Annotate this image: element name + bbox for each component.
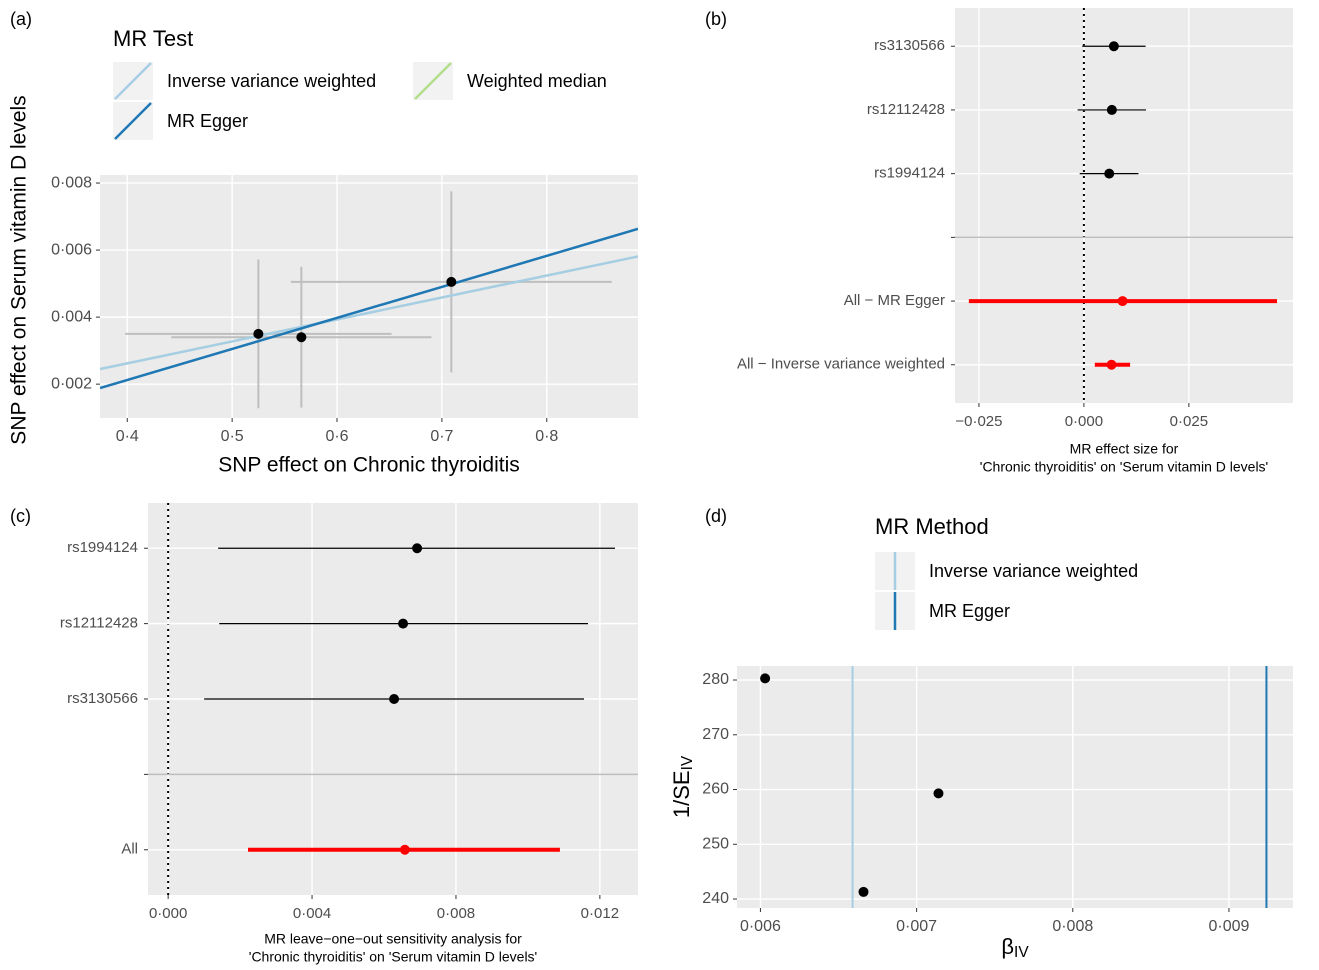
- point: [398, 618, 409, 629]
- legend-label: MR Egger: [167, 111, 248, 131]
- point: [1106, 104, 1117, 115]
- x-tick-label: 0·4: [116, 428, 139, 445]
- legend-title: MR Test: [113, 26, 193, 51]
- x-tick-label: 0·000: [1065, 413, 1103, 430]
- x-tick-label: 0·007: [896, 918, 937, 935]
- panel-background: [100, 175, 638, 418]
- legend-swatch: [114, 62, 152, 100]
- y-tick-label: 0·002: [51, 375, 92, 392]
- y-tick-label: 0·006: [51, 241, 92, 258]
- y-tick-label: rs12112428: [867, 101, 945, 118]
- x-tick-label: 0·012: [581, 905, 619, 922]
- y-tick-label: rs12112428: [60, 615, 138, 632]
- y-tick-label: 0·008: [51, 174, 92, 191]
- y-tick-label: 270: [702, 726, 729, 743]
- regression-line: [100, 227, 638, 390]
- x-tick-label: 0·5: [221, 428, 244, 445]
- point: [1106, 359, 1117, 370]
- y-tick-label: 260: [702, 781, 729, 798]
- x-axis-label-main: β: [1001, 934, 1014, 959]
- y-tick-label: rs3130566: [874, 37, 945, 54]
- x-axis-label: SNP effect on Chronic thyroiditis: [218, 454, 520, 477]
- panel-label: (a): [10, 9, 32, 29]
- x-axis-label: MR leave−one−out sensitivity analysis fo…: [264, 931, 522, 947]
- y-tick-label: rs3130566: [67, 690, 138, 707]
- point: [933, 788, 944, 799]
- point: [1108, 41, 1119, 52]
- x-tick-label: 0·004: [293, 905, 331, 922]
- x-axis-label: MR effect size for: [1070, 441, 1179, 457]
- legend-swatch: [114, 102, 152, 140]
- x-axis-label: 'Chronic thyroiditis' on 'Serum vitamin …: [249, 949, 537, 965]
- x-axis-label-sub: IV: [1014, 944, 1029, 961]
- y-axis-label: SNP effect on Serum vitamin D levels: [8, 95, 31, 444]
- point: [858, 886, 869, 897]
- x-axis-label: βIV: [1001, 934, 1029, 961]
- regression-line: [100, 255, 638, 371]
- point: [399, 844, 410, 855]
- y-tick-label: All − MR Egger: [844, 292, 945, 309]
- y-axis-label-main: 1/SE: [669, 770, 694, 818]
- legend-label: Inverse variance weighted: [929, 561, 1138, 581]
- y-tick-label: 250: [702, 835, 729, 852]
- y-axis-label-sub: IV: [679, 755, 696, 770]
- y-tick-label: All: [121, 841, 138, 858]
- y-tick-label: rs1994124: [67, 539, 138, 556]
- x-tick-label: 0·6: [325, 428, 348, 445]
- panel-label: (c): [10, 506, 31, 526]
- y-tick-label: 0·004: [51, 308, 92, 325]
- point: [446, 276, 457, 287]
- x-tick-label: 0·7: [430, 428, 453, 445]
- panel-background: [737, 666, 1293, 908]
- x-tick-label: 0·009: [1209, 918, 1250, 935]
- legend-label: MR Egger: [929, 601, 1010, 621]
- y-tick-label: rs1994124: [874, 165, 945, 182]
- y-tick-label: All − Inverse variance weighted: [737, 356, 945, 373]
- x-tick-label: 0·000: [149, 905, 187, 922]
- point: [389, 694, 400, 704]
- point: [412, 543, 423, 554]
- panel-background: [955, 8, 1293, 403]
- x-tick-label: −0·025: [955, 413, 1002, 430]
- panel-label: (d): [705, 506, 727, 526]
- legend-label: Inverse variance weighted: [167, 71, 376, 91]
- point: [1104, 168, 1115, 179]
- point: [1117, 296, 1128, 307]
- point: [253, 328, 264, 339]
- legend-title: MR Method: [875, 514, 989, 539]
- legend-swatch: [414, 62, 452, 100]
- point: [296, 332, 307, 343]
- x-tick-label: 0·8: [535, 428, 558, 445]
- x-tick-label: 0·006: [740, 918, 781, 935]
- x-axis-label: 'Chronic thyroiditis' on 'Serum vitamin …: [980, 459, 1268, 475]
- y-tick-label: 280: [702, 671, 729, 688]
- point: [760, 673, 771, 684]
- y-axis-label: 1/SEIV: [669, 755, 696, 818]
- y-tick-label: 240: [702, 890, 729, 907]
- x-tick-label: 0·025: [1170, 413, 1208, 430]
- legend-label: Weighted median: [467, 71, 607, 91]
- panel-label: (b): [705, 9, 727, 29]
- x-tick-label: 0·008: [437, 905, 475, 922]
- x-tick-label: 0·008: [1052, 918, 1093, 935]
